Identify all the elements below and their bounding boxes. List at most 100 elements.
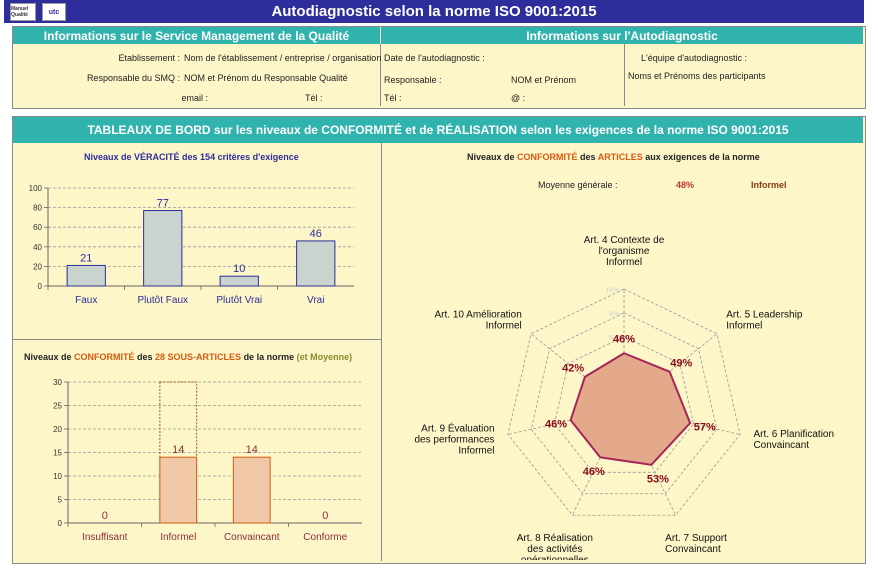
- bar-value-label: 14: [172, 444, 184, 456]
- conf-title-part-f: (et Moyenne): [296, 352, 353, 362]
- radar-axis-label: Art. 10 Amélioration Informel: [434, 310, 521, 332]
- radar-grid-ring: [507, 288, 741, 516]
- radar-axis-label-line: Informel: [606, 257, 642, 268]
- radar-chart: 20%40%60%80%100%46%49%57%53%46%46%42%Art…: [414, 235, 834, 560]
- bar-value-label: 21: [80, 252, 92, 264]
- moyenne-label: Moyenne générale :: [538, 180, 618, 190]
- bar-plut-t-faux: [143, 210, 183, 287]
- radar-axis-label: Art. 5 Leadership Informel: [726, 310, 803, 332]
- radar-value-label: 57%: [694, 421, 716, 433]
- logo-left-text: Manuel Qualité: [11, 6, 29, 18]
- etablissement-value[interactable]: Nom de l'établissement / entreprise / or…: [184, 53, 382, 63]
- conformite-sous-articles-title: Niveaux de CONFORMITÉ des 28 SOUS-ARTICL…: [24, 352, 352, 362]
- conf-title-part-c: des: [134, 352, 156, 362]
- y-tick-label: 10: [53, 472, 62, 481]
- bar-value-label: 14: [246, 444, 258, 456]
- responsable-smq-value[interactable]: NOM et Prénom du Responsable Qualité: [184, 73, 348, 83]
- bar-faux: [66, 264, 106, 287]
- autodiag-info-title: Informations sur l'Autodiagnostic: [526, 28, 718, 43]
- responsable-value[interactable]: NOM et Prénom: [511, 75, 577, 85]
- radar-value-label: 46%: [613, 333, 635, 345]
- radar-axis-label-line: Art. 7 Support: [665, 533, 727, 544]
- conformite-bar-chart: 0 5 10 15 20 25 30 0 Insuffisant 14 Informel 14 Conv…: [53, 378, 362, 543]
- y-tick-label: 0: [38, 282, 43, 291]
- bar-value-label: 0: [322, 510, 328, 522]
- radar-axis-label-line: Informel: [486, 321, 522, 332]
- team-value[interactable]: Noms et Prénoms des participants: [628, 71, 766, 81]
- service-info-header: Informations sur le Service Management d…: [13, 27, 380, 44]
- x-category-label: Insuffisant: [82, 532, 128, 543]
- radar-axis-label-line: Convaincant: [753, 440, 809, 451]
- conf-title-part-a: Niveaux de: [24, 352, 75, 362]
- radar-axis-label-line: Art. 10 Amélioration: [434, 310, 521, 321]
- moyenne-level: Informel: [751, 180, 787, 190]
- radar-title-part-c: des: [577, 152, 598, 162]
- email-label: email :: [181, 93, 208, 103]
- y-tick-label: 30: [53, 378, 62, 387]
- veracite-title-part-c: des 154 critères d'exigence: [179, 152, 299, 162]
- info-divider-2: [624, 44, 625, 106]
- tel-label: Tél :: [305, 93, 323, 103]
- radar-axis-label: Art. 9 Évaluation des performances Informe…: [414, 421, 494, 456]
- radar-axis-label-line: opérationnelles: [521, 555, 589, 560]
- x-category-label: Faux: [75, 295, 97, 306]
- radar-title-part-d: ARTICLES: [597, 152, 643, 162]
- radar-chart-title: Niveaux de CONFORMITÉ des ARTICLES aux e…: [467, 152, 760, 162]
- x-category-label: Vrai: [307, 295, 324, 306]
- radar-value-label: 42%: [562, 362, 584, 374]
- conf-title-part-d: 28 SOUS-ARTICLES: [155, 352, 242, 362]
- veracite-title-part-b: VÉRACITÉ: [134, 152, 180, 162]
- logo-utc: utc: [42, 3, 66, 21]
- team-label: L'équipe d'autodiagnostic :: [641, 53, 748, 63]
- tel2-label: Tél :: [384, 93, 402, 103]
- date-autodiag-label: Date de l'autodiagnostic :: [384, 53, 485, 63]
- y-tick-label: 5: [58, 496, 63, 505]
- radar-axis-label-line: Art. 8 Réalisation: [517, 533, 593, 544]
- radar-axis-label: Art. 7 Support Convaincant: [665, 533, 727, 555]
- radar-ring-label: 100%: [606, 288, 622, 294]
- dashboard-header: TABLEAUX DE BORD sur les niveaux de CONF…: [13, 117, 863, 143]
- conf-title-part-e: de la norme: [241, 352, 297, 362]
- info-divider: [380, 44, 381, 106]
- radar-title-part-e: aux exigences de la norme: [642, 152, 760, 162]
- y-tick-label: 20: [33, 262, 42, 271]
- veracite-title-part-a: Niveaux de: [84, 152, 135, 162]
- radar-series-area: [569, 352, 692, 466]
- radar-axis-label: Art. 6 Planification Convaincant: [753, 429, 834, 451]
- y-tick-label: 40: [33, 243, 42, 252]
- dashboard-title: TABLEAUX DE BORD sur les niveaux de CONF…: [87, 123, 789, 137]
- x-category-label: Plutôt Faux: [137, 295, 188, 306]
- logo-manuel-qualite: Manuel Qualité: [10, 3, 36, 21]
- bar-convaincant: [232, 456, 271, 524]
- y-tick-label: 25: [53, 402, 62, 411]
- bar-informel: [159, 456, 198, 524]
- moyenne-value: 48%: [676, 180, 695, 190]
- dashboard-divider-horizontal: [13, 339, 381, 340]
- radar-axis-label-line: Art. 9 Évaluation: [421, 421, 494, 434]
- responsable-smq-label: Responsable du SMQ :: [86, 73, 180, 83]
- at-label: @ :: [511, 93, 526, 103]
- radar-grid-ring: [530, 312, 718, 495]
- dashboard-panel: [12, 116, 866, 564]
- veracite-chart-title: Niveaux de VÉRACITÉ des 154 critères d'e…: [84, 152, 299, 162]
- bar-value-label: 10: [233, 263, 245, 275]
- y-tick-label: 15: [53, 449, 62, 458]
- y-tick-label: 100: [29, 184, 43, 193]
- radar-value-label: 46%: [545, 419, 567, 431]
- radar-axis-label-line: Informel: [726, 321, 762, 332]
- bar-value-label: 77: [157, 198, 169, 210]
- app-title-bar: Manuel Qualité utc Autodiagnostic selon …: [4, 0, 864, 23]
- radar-axis-label-line: Informel: [458, 445, 494, 456]
- radar-grid-ring: [553, 336, 695, 473]
- responsable-label: Responsable :: [384, 75, 442, 85]
- x-category-label: Plutôt Vrai: [216, 295, 262, 306]
- autodiag-info-header: Informations sur l'Autodiagnostic: [381, 27, 863, 44]
- y-tick-label: 0: [58, 519, 63, 528]
- veracite-bar-chart: 0 20 40 60 80 100 21 Faux 77 Plutôt Faux 10 Plutôt …: [29, 184, 354, 306]
- bar-value-label: 0: [102, 510, 108, 522]
- y-tick-label: 60: [33, 223, 42, 232]
- radar-axis-label-line: des performances: [414, 434, 494, 445]
- radar-axis-label-line: l'organisme: [599, 246, 650, 257]
- bar-vrai: [296, 240, 336, 287]
